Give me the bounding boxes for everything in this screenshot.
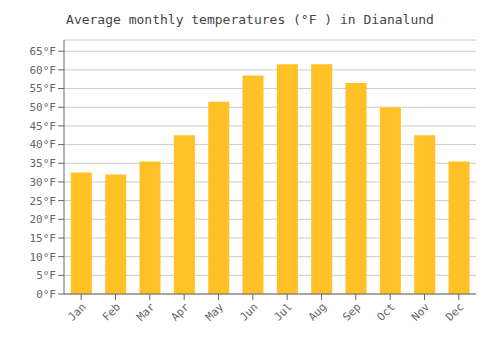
svg-text:20°F: 20°F <box>30 213 57 226</box>
svg-text:May: May <box>203 300 227 324</box>
svg-text:Mar: Mar <box>134 300 158 324</box>
svg-text:55°F: 55°F <box>30 82 57 95</box>
svg-text:10°F: 10°F <box>30 251 57 264</box>
svg-text:Jun: Jun <box>237 300 260 323</box>
svg-text:Feb: Feb <box>100 300 123 323</box>
svg-text:15°F: 15°F <box>30 232 57 245</box>
svg-text:Jul: Jul <box>272 300 295 323</box>
svg-text:Aug: Aug <box>306 300 329 323</box>
html-text:Average monthly temperatures (: Average monthly temperatures (°F ) in Di… <box>66 12 434 27</box>
svg-text:60°F: 60°F <box>30 64 57 77</box>
svg-text:30°F: 30°F <box>30 176 57 189</box>
svg-text:5°F: 5°F <box>36 269 56 282</box>
svg-text:50°F: 50°F <box>30 101 57 114</box>
svg-text:0°F: 0°F <box>36 288 56 301</box>
svg-text:Dec: Dec <box>443 300 466 323</box>
svg-text:Sep: Sep <box>340 300 363 323</box>
svg-text:65°F: 65°F <box>30 45 57 58</box>
svg-text:Oct: Oct <box>375 300 398 323</box>
svg-text:Nov: Nov <box>409 300 433 324</box>
svg-text:40°F: 40°F <box>30 138 57 151</box>
svg-text:35°F: 35°F <box>30 157 57 170</box>
svg-text:Jan: Jan <box>66 300 89 323</box>
svg-text:Apr: Apr <box>169 300 193 324</box>
svg-text:45°F: 45°F <box>30 120 57 133</box>
svg-text:25°F: 25°F <box>30 195 57 208</box>
